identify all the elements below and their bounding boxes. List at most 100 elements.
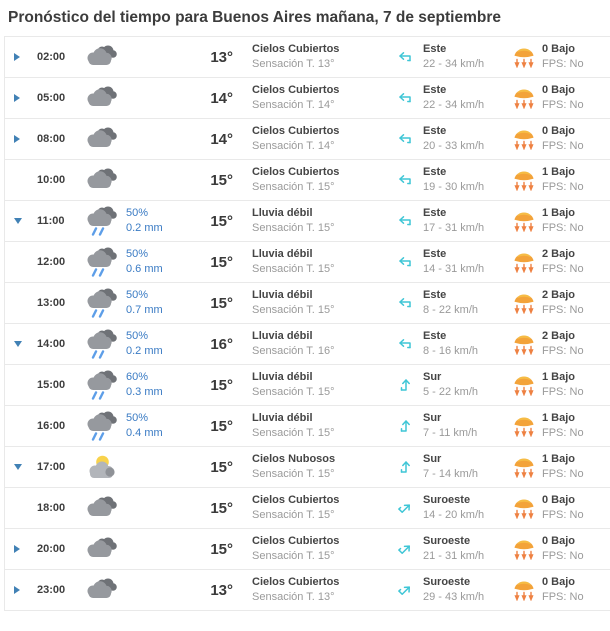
weather-icon bbox=[85, 165, 121, 195]
temperature: 15° bbox=[210, 417, 233, 435]
wind-icon-cell bbox=[392, 378, 418, 392]
condition-label: Cielos Nubosos bbox=[252, 453, 336, 465]
wind-direction-label: Sur bbox=[423, 371, 442, 383]
forecast-row[interactable]: 12:00 50% 0.6 mm bbox=[5, 241, 610, 282]
forecast-row[interactable]: 11:00 50% 0.2 mm bbox=[5, 200, 610, 241]
feels-like-label: Sensación T. 13° bbox=[252, 591, 335, 603]
overcast-clouds-icon bbox=[87, 537, 117, 557]
forecast-row[interactable]: 10:00 15° Cielos Cubiertos Sensación bbox=[5, 159, 610, 200]
expand-toggle-icon[interactable] bbox=[14, 94, 20, 102]
precip-probability: 50% bbox=[126, 330, 149, 342]
uv-icon-cell bbox=[512, 333, 536, 355]
weather-icon bbox=[85, 534, 121, 564]
uv-fps-label: FPS: No bbox=[542, 427, 584, 439]
uv-rays-icon bbox=[514, 581, 534, 601]
time-label: 17:00 bbox=[37, 461, 66, 473]
condition-label: Lluvia débil bbox=[252, 412, 313, 424]
expand-toggle-icon[interactable] bbox=[14, 545, 20, 553]
precipitation: 50% 0.4 mm bbox=[121, 411, 196, 441]
wind-direction-label: Suroeste bbox=[423, 535, 471, 547]
condition: Lluvia débil Sensación T. 15° bbox=[236, 247, 392, 277]
uv-info: 2 Bajo FPS: No bbox=[536, 247, 610, 277]
wind-direction-label: Este bbox=[423, 166, 447, 178]
forecast-row[interactable]: 08:00 14° Cielos Cubiertos Sensación bbox=[5, 118, 610, 159]
wind-direction-icon bbox=[399, 257, 411, 267]
wind-direction-label: Sur bbox=[423, 453, 442, 465]
precip-probability: 50% bbox=[126, 248, 149, 260]
forecast-row[interactable]: 14:00 50% 0.2 mm bbox=[5, 323, 610, 364]
expand-cell bbox=[5, 586, 30, 594]
expand-cell bbox=[5, 545, 30, 553]
wind-direction-icon bbox=[399, 93, 411, 103]
forecast-row[interactable]: 15:00 60% 0.3 mm bbox=[5, 364, 610, 405]
temperature: 15° bbox=[210, 540, 233, 558]
uv-rays-icon bbox=[514, 89, 534, 109]
uv-fps-label: FPS: No bbox=[542, 181, 584, 193]
overcast-clouds-icon bbox=[87, 45, 117, 65]
time-label: 10:00 bbox=[37, 174, 66, 186]
uv-index-label: 1 Bajo bbox=[542, 412, 576, 424]
wind-icon-cell bbox=[392, 214, 418, 228]
wind-info: Este 8 - 16 km/h bbox=[418, 329, 504, 359]
weather-icon bbox=[85, 124, 121, 154]
expand-cell bbox=[5, 341, 30, 347]
expand-toggle-icon[interactable] bbox=[14, 341, 22, 347]
uv-index-label: 1 Bajo bbox=[542, 453, 576, 465]
wind-speed-label: 22 - 34 km/h bbox=[423, 99, 485, 111]
forecast-row[interactable]: 02:00 13° Cielos Cubiertos Sensación bbox=[5, 36, 610, 77]
temperature: 15° bbox=[210, 171, 233, 189]
wind-direction-label: Este bbox=[423, 289, 447, 301]
wind-speed-label: 14 - 31 km/h bbox=[423, 263, 485, 275]
precipitation: 50% 0.6 mm bbox=[121, 247, 196, 277]
wind-direction-icon bbox=[399, 134, 411, 144]
precip-probability: 50% bbox=[126, 412, 149, 424]
expand-toggle-icon[interactable] bbox=[14, 218, 22, 224]
uv-rays-icon bbox=[514, 335, 534, 355]
precipitation: 50% 0.7 mm bbox=[121, 288, 196, 318]
feels-like-label: Sensación T. 15° bbox=[252, 181, 335, 193]
forecast-row[interactable]: 16:00 50% 0.4 mm bbox=[5, 405, 610, 446]
uv-fps-label: FPS: No bbox=[542, 386, 584, 398]
forecast-row[interactable]: 18:00 15° Cielos Cubiertos Sensación bbox=[5, 487, 610, 528]
condition: Cielos Nubosos Sensación T. 15° bbox=[236, 452, 392, 482]
forecast-row[interactable]: 17:00 15° Cielos Nubosos Sensación T. 15… bbox=[5, 446, 610, 487]
wind-icon-cell bbox=[392, 173, 418, 187]
time-label: 05:00 bbox=[37, 92, 66, 104]
wind-speed-label: 22 - 34 km/h bbox=[423, 58, 485, 70]
weather-icon bbox=[85, 206, 121, 236]
condition: Cielos Cubiertos Sensación T. 13° bbox=[236, 575, 392, 605]
wind-info: Este 19 - 30 km/h bbox=[418, 165, 504, 195]
expand-toggle-icon[interactable] bbox=[14, 464, 22, 470]
condition: Cielos Cubiertos Sensación T. 15° bbox=[236, 493, 392, 523]
wind-info: Sur 7 - 11 km/h bbox=[418, 411, 504, 441]
wind-info: Sur 7 - 14 km/h bbox=[418, 452, 504, 482]
wind-speed-label: 7 - 14 km/h bbox=[423, 468, 479, 480]
wind-info: Suroeste 21 - 31 km/h bbox=[418, 534, 504, 564]
wind-speed-label: 29 - 43 km/h bbox=[423, 591, 485, 603]
wind-direction-icon bbox=[399, 339, 411, 349]
precipitation: 50% 0.2 mm bbox=[121, 206, 196, 236]
expand-toggle-icon[interactable] bbox=[14, 135, 20, 143]
forecast-row[interactable]: 23:00 13° Cielos Cubiertos Sensación bbox=[5, 569, 610, 610]
uv-icon-cell bbox=[512, 169, 536, 191]
weather-icon bbox=[85, 329, 121, 359]
wind-direction-icon bbox=[398, 504, 410, 513]
uv-icon-cell bbox=[512, 456, 536, 478]
feels-like-label: Sensación T. 16° bbox=[252, 345, 335, 357]
uv-index-label: 0 Bajo bbox=[542, 535, 576, 547]
forecast-row[interactable]: 20:00 15° Cielos Cubiertos Sensación bbox=[5, 528, 610, 569]
condition-label: Cielos Cubiertos bbox=[252, 494, 340, 506]
wind-speed-label: 19 - 30 km/h bbox=[423, 181, 485, 193]
wind-direction-label: Este bbox=[423, 84, 447, 96]
expand-toggle-icon[interactable] bbox=[14, 586, 20, 594]
weather-icon bbox=[85, 288, 121, 318]
uv-info: 0 Bajo FPS: No bbox=[536, 534, 610, 564]
feels-like-label: Sensación T. 14° bbox=[252, 99, 335, 111]
forecast-row[interactable]: 05:00 14° Cielos Cubiertos Sensación bbox=[5, 77, 610, 118]
forecast-row[interactable]: 13:00 50% 0.7 mm bbox=[5, 282, 610, 323]
expand-toggle-icon[interactable] bbox=[14, 53, 20, 61]
uv-fps-label: FPS: No bbox=[542, 99, 584, 111]
wind-direction-icon bbox=[399, 52, 411, 62]
rain-clouds-icon bbox=[87, 329, 117, 359]
uv-index-label: 0 Bajo bbox=[542, 43, 576, 55]
